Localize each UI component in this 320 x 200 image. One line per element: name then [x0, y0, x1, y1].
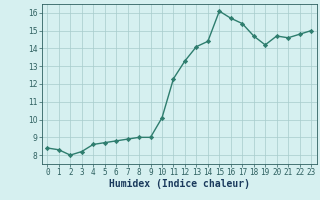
X-axis label: Humidex (Indice chaleur): Humidex (Indice chaleur)	[109, 179, 250, 189]
